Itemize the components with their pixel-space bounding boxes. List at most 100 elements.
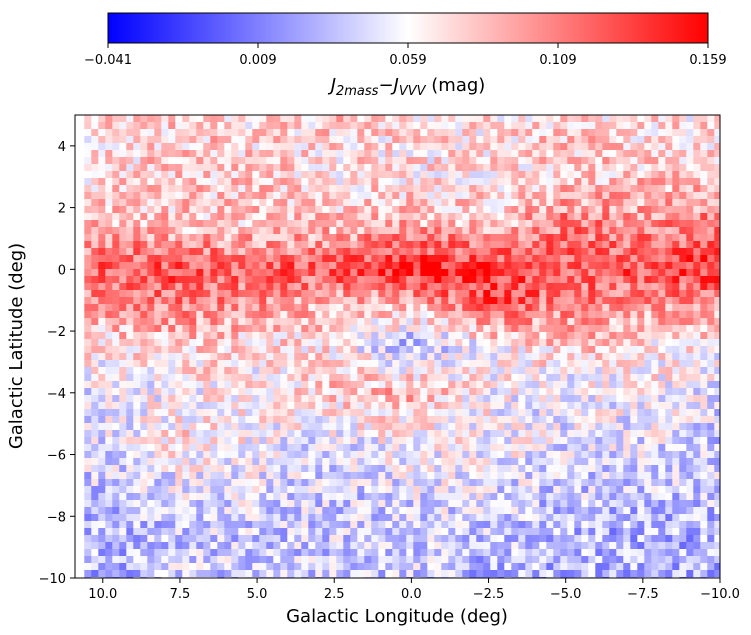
heatmap-cell: [483, 248, 491, 256]
heatmap-cell: [196, 255, 204, 263]
heatmap-cell: [462, 276, 470, 284]
heatmap-cell: [581, 276, 589, 284]
heatmap-cell: [553, 255, 561, 263]
heatmap-cell: [511, 423, 519, 431]
heatmap-cell: [280, 290, 288, 298]
heatmap-cell: [518, 129, 526, 137]
heatmap-cell: [399, 304, 407, 312]
heatmap-cell: [462, 311, 470, 319]
heatmap-cell: [567, 178, 575, 186]
heatmap-cell: [91, 311, 99, 319]
heatmap-cell: [462, 192, 470, 200]
heatmap-cell: [518, 255, 526, 263]
heatmap-cell: [364, 437, 372, 445]
heatmap-cell: [448, 458, 456, 466]
heatmap-cell: [413, 353, 421, 361]
heatmap-cell: [231, 150, 239, 158]
heatmap-cell: [672, 136, 680, 144]
heatmap-cell: [231, 143, 239, 151]
heatmap-cell: [574, 115, 582, 123]
heatmap-cell: [637, 367, 645, 375]
heatmap-cell: [245, 353, 253, 361]
heatmap-cell: [665, 213, 673, 221]
heatmap-cell: [665, 157, 673, 165]
heatmap-cell: [630, 472, 638, 480]
heatmap-cell: [581, 458, 589, 466]
heatmap-cell: [378, 479, 386, 487]
heatmap-cell: [147, 178, 155, 186]
heatmap-cell: [105, 458, 113, 466]
heatmap-cell: [287, 206, 295, 214]
heatmap-cell: [518, 199, 526, 207]
heatmap-cell: [357, 276, 365, 284]
heatmap-cell: [553, 493, 561, 501]
heatmap-cell: [350, 423, 358, 431]
heatmap-cell: [707, 381, 715, 389]
heatmap-cell: [462, 178, 470, 186]
heatmap-cell: [651, 192, 659, 200]
heatmap-cell: [518, 206, 526, 214]
heatmap-cell: [427, 157, 435, 165]
heatmap-cell: [140, 171, 148, 179]
heatmap-cell: [630, 157, 638, 165]
heatmap-cell: [98, 136, 106, 144]
heatmap-cell: [357, 346, 365, 354]
heatmap-cell: [434, 185, 442, 193]
heatmap-cell: [182, 234, 190, 242]
heatmap-cell: [623, 367, 631, 375]
heatmap-cell: [357, 381, 365, 389]
heatmap-cell: [525, 241, 533, 249]
heatmap-cell: [217, 290, 225, 298]
heatmap-cell: [196, 185, 204, 193]
heatmap-cell: [420, 220, 428, 228]
heatmap-cell: [301, 283, 309, 291]
heatmap-cell: [105, 430, 113, 438]
heatmap-cell: [280, 423, 288, 431]
heatmap-cell: [707, 346, 715, 354]
heatmap-cell: [672, 444, 680, 452]
heatmap-cell: [161, 129, 169, 137]
heatmap-cell: [126, 297, 134, 305]
heatmap-cell: [553, 458, 561, 466]
heatmap-cell: [161, 437, 169, 445]
heatmap-cell: [189, 409, 197, 417]
heatmap-cell: [259, 388, 267, 396]
heatmap-cell: [672, 381, 680, 389]
heatmap-cell: [119, 115, 127, 123]
heatmap-cell: [287, 150, 295, 158]
heatmap-cell: [252, 339, 260, 347]
heatmap-cell: [105, 143, 113, 151]
heatmap-cell: [287, 262, 295, 270]
heatmap-cell: [469, 367, 477, 375]
heatmap-cell: [469, 332, 477, 340]
heatmap-cell: [266, 346, 274, 354]
heatmap-cell: [287, 395, 295, 403]
heatmap-cell: [364, 164, 372, 172]
heatmap-cell: [399, 234, 407, 242]
heatmap-cell: [385, 269, 393, 277]
heatmap-cell: [553, 472, 561, 480]
heatmap-cell: [616, 318, 624, 326]
heatmap-cell: [672, 234, 680, 242]
heatmap-cell: [630, 325, 638, 333]
heatmap-cell: [105, 472, 113, 480]
heatmap-cell: [98, 304, 106, 312]
heatmap-cell: [546, 304, 554, 312]
heatmap-cell: [672, 276, 680, 284]
heatmap-cell: [371, 115, 379, 123]
heatmap-cell: [189, 311, 197, 319]
heatmap-cell: [553, 416, 561, 424]
heatmap-cell: [224, 311, 232, 319]
heatmap-cell: [707, 115, 715, 123]
heatmap-cell: [308, 136, 316, 144]
heatmap-cell: [161, 241, 169, 249]
heatmap-cell: [84, 199, 92, 207]
heatmap-cell: [357, 423, 365, 431]
heatmap-cell: [490, 262, 498, 270]
heatmap-cell: [245, 276, 253, 284]
heatmap-cell: [84, 311, 92, 319]
heatmap-cell: [336, 122, 344, 130]
heatmap-cell: [588, 472, 596, 480]
heatmap-cell: [413, 290, 421, 298]
heatmap-cell: [371, 423, 379, 431]
